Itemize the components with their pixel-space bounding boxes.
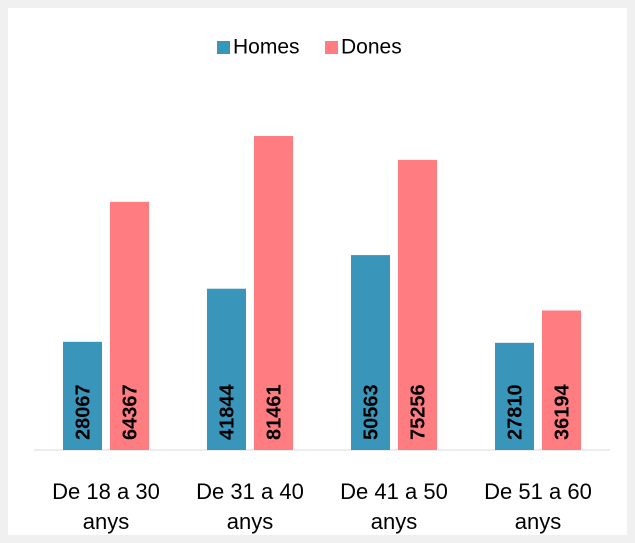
data-label: 36194 (552, 384, 574, 440)
legend-label: Dones (341, 36, 402, 59)
data-label: 81461 (264, 384, 286, 440)
x-tick-label: De 31 a 40 anys (196, 479, 304, 534)
data-label: 64367 (120, 384, 142, 440)
data-label: 41844 (217, 384, 239, 440)
bar (110, 201, 149, 450)
x-tick-label: De 41 a 50 anys (340, 479, 448, 534)
bar (63, 341, 102, 450)
data-label: 50563 (361, 384, 383, 440)
bar (254, 136, 293, 450)
x-tick-label: De 18 a 30 anys (52, 479, 160, 534)
data-label: 27810 (505, 384, 527, 440)
bar (542, 310, 581, 450)
bar (351, 255, 390, 450)
data-label: 28067 (73, 384, 95, 440)
x-tick-label: De 51 a 60 anys (484, 479, 592, 534)
legend-swatch (325, 41, 338, 54)
bar (398, 159, 437, 450)
legend-label: Homes (233, 36, 300, 59)
data-label: 75256 (408, 384, 430, 440)
bar (207, 288, 246, 450)
bar (495, 342, 534, 450)
legend-swatch (217, 41, 230, 54)
